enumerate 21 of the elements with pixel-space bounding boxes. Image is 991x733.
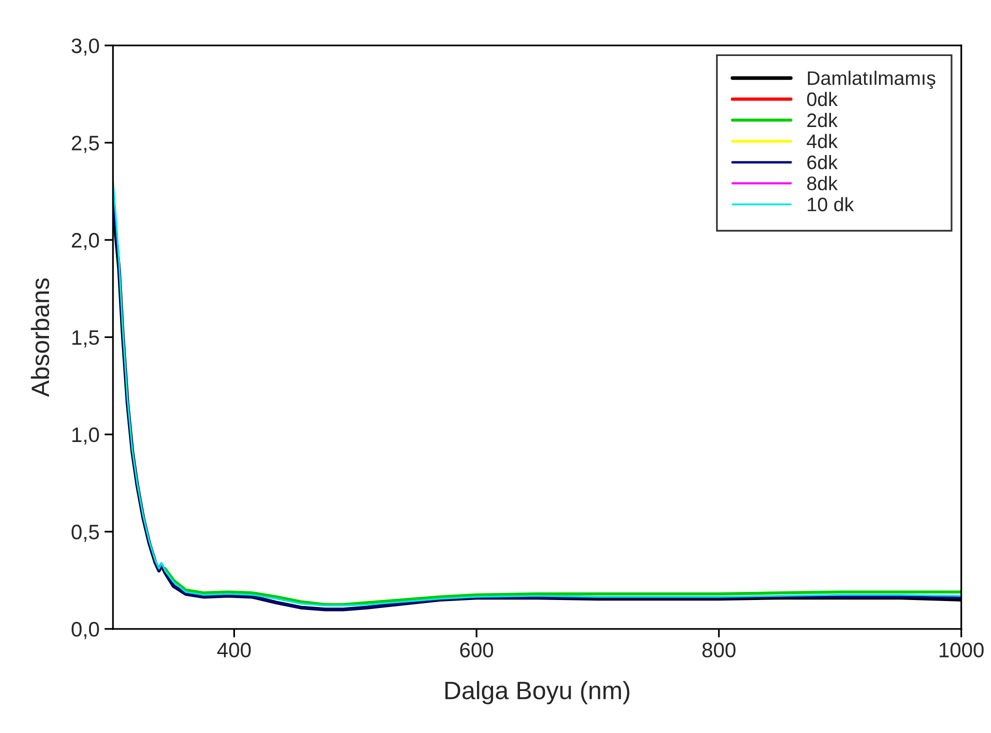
legend-label: 10 dk [808,197,854,212]
y-tick-label: 3,0 [72,38,99,56]
line-series [164,567,962,606]
x-tick-label: 400 [217,642,251,658]
y-tick-label: 0,0 [72,622,99,640]
y-tick-label: 2,5 [72,136,99,153]
legend-label: 4dk [806,134,838,148]
y-tick-label: 1,0 [72,427,99,445]
legend-label: 0dk [807,92,838,106]
x-tick-label: 800 [702,642,736,658]
x-tick-label: 1000 [940,642,984,658]
x-tick-label: 600 [460,642,494,658]
y-tick-label: 2,0 [72,232,99,250]
y-tick-label: 1,5 [72,330,99,348]
legend-label: 8dk [807,176,838,190]
legend-label: 6dk [807,154,838,170]
y-axis-title: Absorbans [30,278,50,397]
x-axis-title: Dalga Boyu (nm) [445,680,630,704]
legend-label: 2dk [807,112,838,128]
y-tick-label: 0,5 [72,524,99,542]
legend-label: Damlatılmamış [808,70,936,89]
